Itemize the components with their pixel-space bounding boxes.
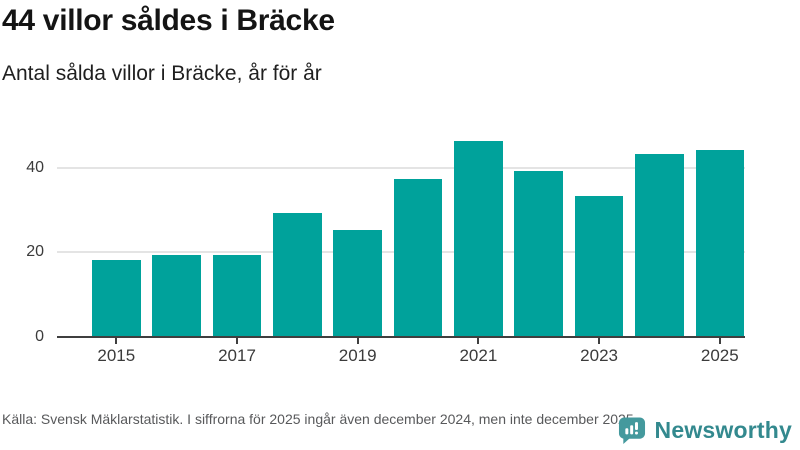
x-axis-label-2015: 2015 <box>97 346 136 365</box>
newsworthy-wordmark: Newsworthy <box>654 417 792 443</box>
x-axis-label-2019: 2019 <box>338 346 377 365</box>
bar-2021 <box>454 141 503 336</box>
bar-2019 <box>333 230 382 336</box>
x-axis-line <box>57 336 745 338</box>
x-tick-2021 <box>477 338 480 344</box>
x-axis-label-2021: 2021 <box>459 346 498 365</box>
x-tick-2025 <box>718 338 721 344</box>
x-tick-2017 <box>236 338 238 344</box>
newsworthy-logo: Newsworthy <box>618 416 792 445</box>
bar-2020 <box>393 179 443 336</box>
bar-2025 <box>695 149 745 336</box>
bar-2015 <box>92 259 141 336</box>
bar-2022 <box>514 170 564 336</box>
gridline-40 <box>57 166 745 169</box>
x-axis-label-2023: 2023 <box>580 346 618 365</box>
y-axis-label-0: 0 <box>35 328 44 345</box>
bar-2017 <box>212 255 262 336</box>
bar-chart: 0 20 40 2015 2017 2019 2021 2023 2025 <box>0 130 800 380</box>
x-axis-label-2017: 2017 <box>218 346 256 365</box>
bar-2024 <box>635 153 684 336</box>
x-tick-2023 <box>598 338 601 344</box>
source-note: Källa: Svensk Mäklarstatistik. I siffror… <box>2 411 638 427</box>
y-axis-label-20: 20 <box>26 243 44 261</box>
x-tick-2015 <box>115 338 118 344</box>
x-axis-label-2025: 2025 <box>700 346 739 365</box>
page-title: 44 villor såldes i Bräcke <box>2 4 335 37</box>
bar-2018 <box>273 213 322 336</box>
newsworthy-bar-chart-speech-bubble-icon <box>618 417 645 445</box>
y-axis-label-40: 40 <box>26 158 44 176</box>
bar-2023 <box>574 196 624 336</box>
chart-subtitle: Antal sålda villor i Bräcke, år för år <box>2 62 322 85</box>
bar-2016 <box>152 255 201 336</box>
x-tick-2019 <box>356 338 359 344</box>
